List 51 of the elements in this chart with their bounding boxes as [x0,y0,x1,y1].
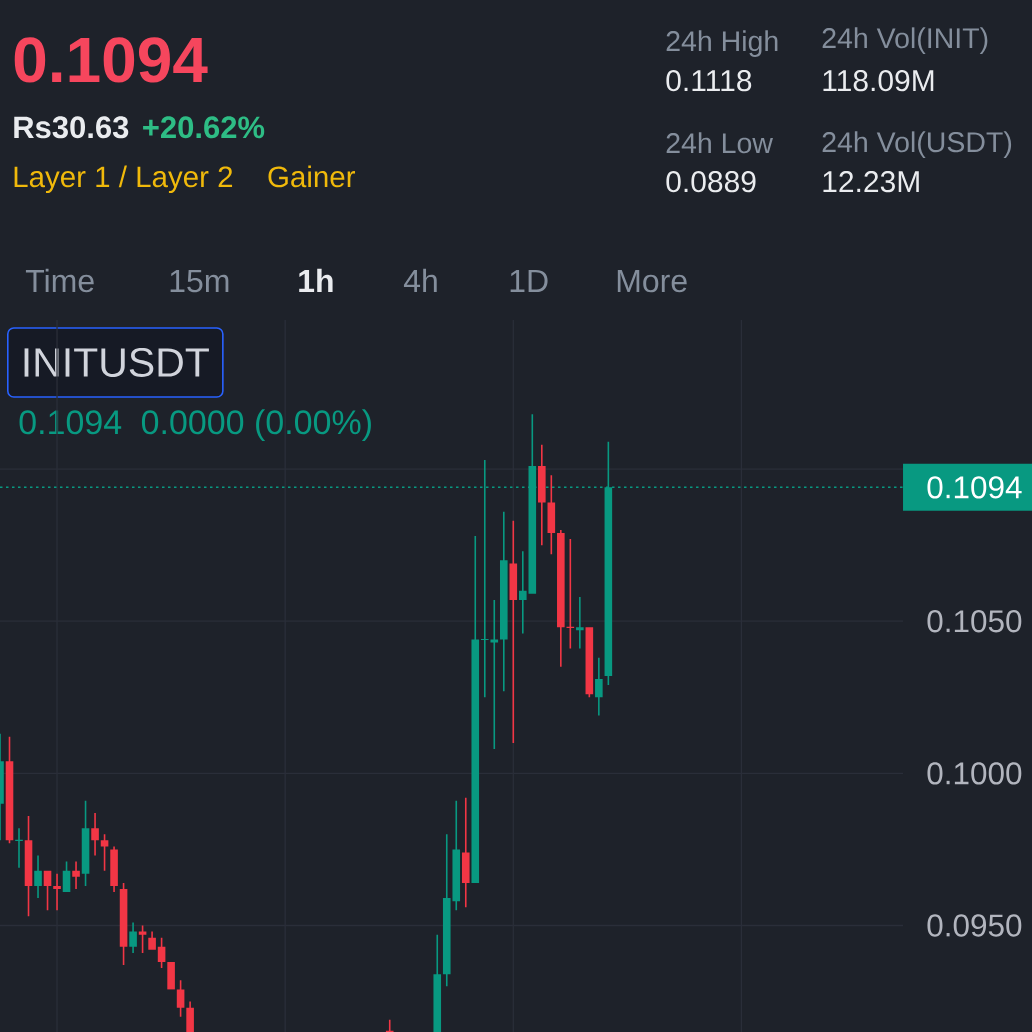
text: 0.0889 [666,171,756,193]
candlestick [576,596,584,649]
candlestick [72,861,80,889]
annotation: 0.0000 (0.00%) [141,409,371,442]
candlestick [557,529,565,667]
text: More [617,269,687,293]
chart-title: 0.1094 [14,37,208,83]
candlestick [509,520,518,743]
candlestick [119,882,128,966]
candlestick [91,812,99,856]
text: 4h [403,268,437,292]
candlestick [471,536,480,883]
annotation: INITUSDT [24,347,209,378]
annotation: 0.1094 [19,410,122,435]
text: 24h Low [666,132,773,154]
text: +20.62% [143,116,265,139]
text: Layer 1 / Layer 2 [14,165,233,194]
candlestick [461,797,470,908]
candlestick [167,962,175,990]
text: 12.23M [823,171,919,193]
text: 1h [299,268,333,292]
candlestick [433,934,442,1032]
y-tick-label: 0.0950 [927,914,1022,937]
candlestick [148,931,156,950]
ref-line-label: 0.1094 [927,476,1022,499]
text: Gainer [268,165,356,188]
text: 24h Vol(USDT) [822,131,1012,158]
y-tick-label: 0.1000 [927,762,1022,785]
text: 15m [170,269,229,293]
text: 24h High [666,30,778,57]
text: 118.09M [823,70,934,92]
candlestick [53,873,61,911]
candlestick [5,736,14,844]
candlestick [519,551,527,634]
candlestick [176,980,185,1017]
candlestick [538,444,546,546]
candlestick [499,511,508,692]
candlestick [129,922,137,953]
text: 24h Vol(INIT) [822,27,988,54]
candlestick [585,627,594,698]
candlestick [385,1019,394,1032]
candlestick [34,855,42,899]
y-tick-label: 0.1050 [927,610,1022,633]
candlestick [110,846,118,893]
text: 0.1118 [666,70,752,92]
text: Time [25,268,94,293]
candlestick [595,657,603,716]
text: Rs30.63 [14,116,129,139]
text: 1D [510,269,548,292]
candlestick [15,828,23,868]
candlestick [186,1001,194,1032]
